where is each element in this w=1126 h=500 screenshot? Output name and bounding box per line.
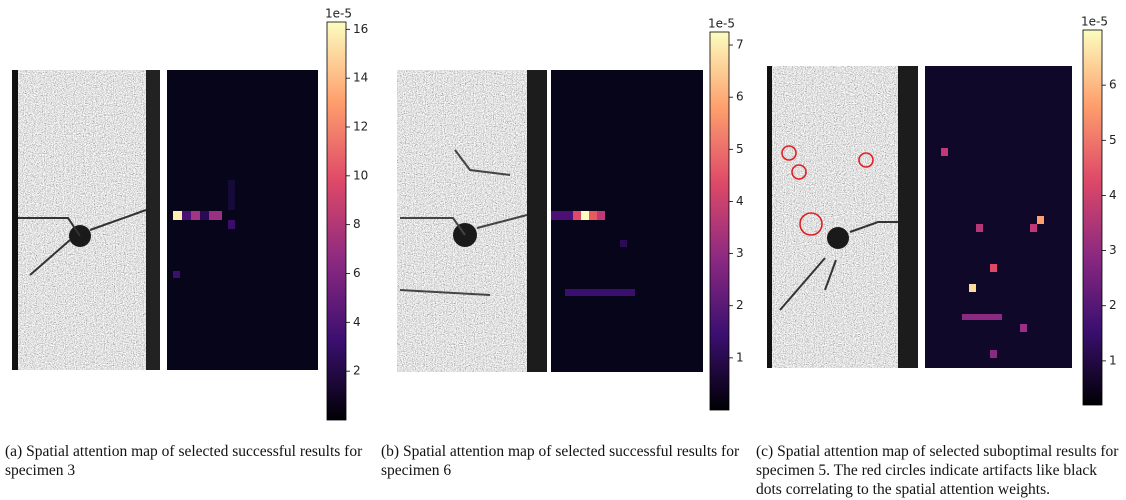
colorbar-tick-label: 2: [353, 364, 361, 378]
colorbar-tick-label: 14: [353, 71, 368, 85]
colorbar-tick-label: 4: [1109, 188, 1117, 202]
specimen-image: [397, 70, 547, 372]
colorbar-tick-label: 6: [353, 266, 361, 280]
colorbar-tick-label: 6: [1109, 78, 1117, 92]
colorbar-offset-label: 1e-5: [708, 17, 735, 31]
colorbar-tick-label: 4: [353, 315, 361, 329]
colorbar-tick-label: 4: [736, 194, 744, 208]
colorbar-offset-label: 1e-5: [1081, 15, 1108, 29]
colorbar-tick-label: 6: [736, 90, 744, 104]
colorbar-tick-label: 5: [736, 142, 744, 156]
colorbar-tick-label: 1: [1109, 353, 1117, 367]
colorbar-tick-label: 1: [736, 350, 744, 364]
colorbar-tick-label: 7: [736, 38, 744, 52]
colorbar-tick-label: 2: [736, 298, 744, 312]
colorbar-tick-label: 16: [353, 22, 368, 36]
attention-heatmap: [551, 70, 703, 372]
colorbar-tick-label: 10: [353, 168, 368, 182]
caption: (c) Spatial attention map of selected su…: [756, 443, 1119, 498]
colorbar-tick-label: 12: [353, 119, 368, 133]
colorbar: [709, 31, 730, 411]
attention-heatmap: [925, 66, 1072, 368]
colorbar-tick-label: 3: [736, 246, 744, 260]
colorbar-tick-label: 5: [1109, 133, 1117, 147]
caption: (b) Spatial attention map of selected su…: [381, 443, 740, 479]
colorbar: [326, 21, 347, 421]
caption: (a) Spatial attention map of selected su…: [5, 443, 363, 479]
specimen-image: [12, 70, 160, 370]
colorbar-tick-label: 3: [1109, 243, 1117, 257]
colorbar-tick-label: 8: [353, 217, 361, 231]
colorbar: [1082, 29, 1103, 406]
colorbar-tick-label: 2: [1109, 298, 1117, 312]
specimen-image: [767, 66, 918, 368]
attention-heatmap: [167, 70, 318, 370]
colorbar-offset-label: 1e-5: [325, 7, 352, 21]
